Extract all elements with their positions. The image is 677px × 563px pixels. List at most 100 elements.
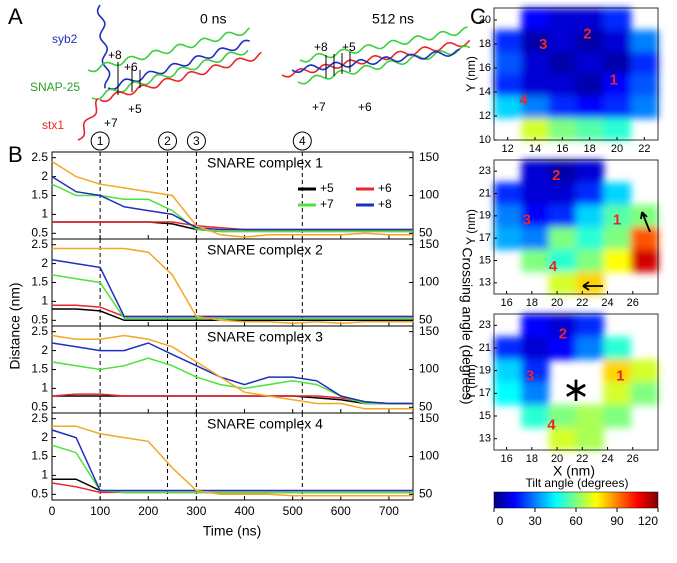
site-label: 2 — [583, 25, 591, 42]
y-tick-label: 23 — [479, 319, 491, 331]
heatmap-cell — [603, 8, 632, 31]
x-tick-label: 500 — [283, 504, 303, 518]
y-tick-label: 0.5 — [31, 486, 48, 500]
x-tick-label: 300 — [186, 504, 206, 518]
colorbar-tick-label: 90 — [610, 514, 624, 528]
heatmap-cell — [548, 182, 577, 206]
x-tick-label: 18 — [526, 297, 538, 309]
y-tick-label: 14 — [479, 86, 491, 98]
heatmap-cell — [494, 336, 522, 360]
heatmap-cell — [630, 30, 659, 53]
y2-tick-label: 100 — [419, 188, 439, 202]
heatmap-cell — [603, 382, 632, 406]
y-tick-label: 13 — [479, 433, 491, 445]
y-tick-label: 15 — [479, 410, 491, 422]
heatmap-cell — [521, 382, 550, 406]
series-line — [51, 259, 413, 318]
helices — [77, 4, 471, 141]
layer-label: +5 — [342, 40, 356, 54]
layer-label: +8 — [108, 48, 122, 62]
heatmap-cell — [576, 249, 604, 273]
y-tick-label: 0.5 — [31, 312, 48, 326]
x-tick-label: 0 — [49, 504, 56, 518]
heatmap-cell — [576, 271, 604, 295]
heatmap-cell — [630, 227, 659, 250]
y2-tick-label: 50 — [419, 399, 433, 413]
x-tick-label: 20 — [551, 297, 563, 309]
x-tick-label: 26 — [627, 453, 639, 465]
y-tick-label: 2 — [41, 256, 48, 270]
layer-label: +6 — [124, 60, 138, 74]
helix — [297, 45, 471, 85]
heatmap — [494, 160, 659, 295]
x-tick-label: 100 — [90, 504, 110, 518]
y-tick-label: 18 — [479, 38, 491, 50]
plot-frame — [493, 313, 659, 451]
heatmap-cell — [521, 314, 550, 338]
series-line — [52, 425, 413, 497]
heatmap-cell — [576, 336, 604, 360]
heatmap-cell — [603, 118, 632, 141]
y2-tick-label: 50 — [419, 312, 433, 326]
y2-tick-label: 150 — [419, 237, 439, 251]
heatmap-cell — [521, 204, 550, 228]
y-tick-label: 0.5 — [31, 225, 48, 239]
site-label: 3 — [526, 368, 534, 385]
y2-tick-label: 100 — [419, 362, 439, 376]
heatmap-cell — [521, 8, 550, 31]
plot-frame — [493, 7, 659, 141]
heatmap-cell — [521, 404, 550, 428]
heatmap-cell — [630, 249, 659, 273]
y-tick-label: 20 — [479, 14, 491, 26]
heatmap-cell — [521, 96, 550, 119]
y-tick-label: 2 — [41, 430, 48, 444]
heatmap-cell — [603, 30, 632, 53]
heatmap-cell — [548, 118, 577, 141]
heatmap-cell — [576, 160, 604, 183]
site-label: 2 — [552, 167, 560, 184]
x-tick-label: 22 — [576, 297, 588, 309]
heatmap-cell — [603, 227, 632, 250]
legend-label: +6 — [378, 181, 392, 195]
event-label: 4 — [299, 134, 306, 148]
heatmap-cell — [521, 249, 550, 273]
series-line — [51, 357, 413, 405]
y-tick-label: 2.5 — [31, 237, 48, 251]
heatmap-cell — [521, 336, 550, 360]
x-tick-label: 16 — [556, 143, 568, 155]
heatmap-cell — [603, 204, 632, 228]
panel-letter: B — [8, 142, 23, 167]
helix-label: SNAP-25 — [30, 80, 80, 94]
x-tick-label: 16 — [500, 297, 512, 309]
y-tick-label: 15 — [479, 254, 491, 266]
series-line — [51, 342, 413, 405]
heatmap — [494, 314, 659, 451]
heatmap-cell — [548, 249, 577, 273]
x-tick-label: 400 — [235, 504, 255, 518]
asterisk: ∗ — [562, 371, 591, 409]
y-tick-label: 23 — [479, 165, 491, 177]
y-axis-label: Y (nm) — [464, 56, 478, 92]
y2-tick-label: 150 — [419, 411, 439, 425]
subplot-title: SNARE complex 1 — [207, 155, 323, 171]
site-label: 1 — [610, 72, 618, 89]
helix — [281, 39, 471, 78]
heatmap-cell — [630, 52, 659, 75]
heatmap-cell — [576, 30, 604, 53]
heatmap-cell — [603, 249, 632, 273]
heatmap-cell — [603, 96, 632, 119]
site-label: 1 — [616, 368, 624, 385]
x-tick-label: 26 — [627, 297, 639, 309]
y-tick-label: 1.5 — [31, 362, 48, 376]
heatmap-cell — [603, 52, 632, 75]
heatmap-cell — [603, 182, 632, 206]
x-tick-label: 700 — [379, 504, 399, 518]
helix — [96, 4, 111, 89]
heatmap-cell — [521, 118, 550, 141]
y-tick-label: 1.5 — [31, 449, 48, 463]
heatmap-cell — [521, 359, 550, 383]
heatmap-cell — [576, 314, 604, 338]
panel-letter: C — [470, 4, 486, 29]
arrow — [582, 281, 603, 291]
heatmap-cell — [576, 96, 604, 119]
